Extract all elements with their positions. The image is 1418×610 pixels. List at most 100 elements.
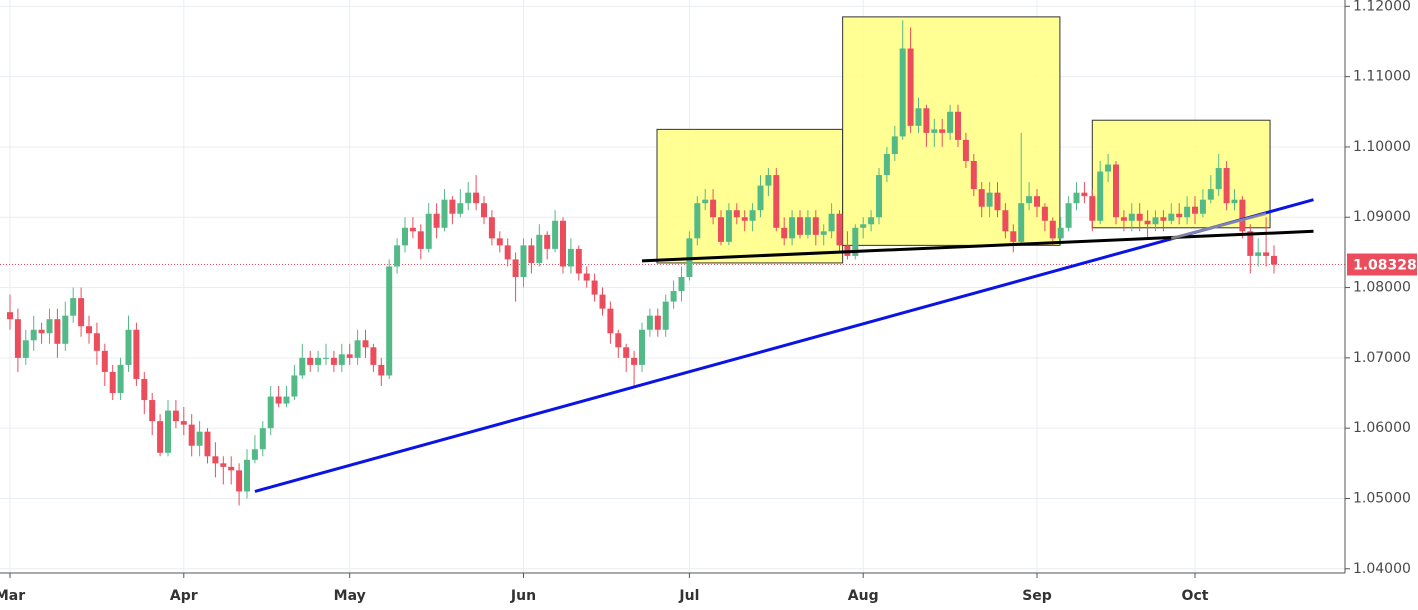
candle-body [615,333,622,348]
candle-body [425,213,432,249]
candle-body [876,175,882,218]
candle-body [1144,220,1151,225]
candle-body [1073,192,1080,204]
candle-body [623,347,630,358]
candle-body [1136,213,1143,221]
candle-body [733,210,740,218]
candle-body [567,248,574,267]
candle-body [346,354,353,358]
candle-body [986,192,993,207]
x-tick-label: Aug [848,588,879,604]
candle-body [773,175,780,228]
plot-area [0,16,1345,506]
x-tick-label: Mar [0,588,25,604]
candle-body [117,364,124,394]
candle-body [417,231,424,249]
highlight-box [656,128,844,264]
candle-body [30,329,37,341]
last-price-tag [1347,253,1417,276]
candle-body [678,277,685,292]
candle-body [607,308,614,334]
trend-line [1170,212,1267,240]
candle-body [583,273,590,281]
candle-body [1049,220,1056,239]
x-tick-label: Apr [170,588,198,604]
candle-body [552,220,559,249]
candle-body [330,357,337,365]
candle-body [741,217,748,221]
x-tick-label: May [334,588,366,604]
x-tick-label: Sep [1022,588,1052,604]
candle-body [204,431,211,457]
candle-body [820,231,827,235]
candle-body [409,227,416,232]
candle-body [14,319,21,358]
candle-body [789,217,796,239]
candle-body [1089,196,1096,221]
candle-body [1065,203,1072,228]
y-tick-label: 1.06000 [1353,420,1411,436]
y-tick-label: 1.09000 [1353,209,1411,225]
candle-body [244,459,250,492]
candle-body [149,400,156,422]
candle-body [1120,217,1127,221]
candle-body [457,203,464,214]
candle-body [639,329,645,365]
candle-body [512,259,519,278]
candle-body [62,315,69,344]
candle-body [7,312,13,320]
candle-body [1081,192,1088,197]
candle-body [449,199,456,214]
candle-body [141,378,148,401]
candle-body [749,210,756,221]
candle-body [315,357,322,365]
candle-body [646,315,653,330]
candle-body [354,340,361,358]
candle-body [46,319,53,334]
candle-body [599,294,606,309]
candle-body [1231,199,1238,204]
candle-body [1097,171,1104,221]
candle-body [670,291,677,302]
candle-body [299,357,306,376]
candle-body [1160,217,1167,221]
candle-body [883,153,890,176]
candle-body [283,396,290,404]
candle-body [1263,252,1270,256]
candle-body [180,421,187,425]
candle-body [804,217,811,235]
candle-body [947,111,954,133]
candle-body [1271,255,1277,265]
candle-body [970,161,977,190]
trend-line [641,229,1314,263]
candle-body [797,217,803,235]
y-tick-label: 1.05000 [1353,490,1411,506]
candle-body [1105,164,1112,172]
candle-body [868,217,875,225]
candle-body [1057,227,1064,239]
candle-body [465,192,472,204]
last-price-label: 1.08328 [1353,257,1417,273]
candle-body [694,203,701,239]
candle-body [1247,231,1254,256]
candle-body [307,357,314,365]
candle-body [196,431,203,446]
candle-body [54,319,61,344]
candle-body [1034,196,1040,207]
candle-body [228,466,235,471]
candle-body [1184,206,1191,218]
candle-body [1113,164,1119,218]
candle-body [528,245,535,263]
candle-body [323,357,329,359]
candle-body [370,347,377,365]
x-tick-label: Jun [510,588,536,604]
candle-body [1192,206,1198,214]
candle-body [915,108,922,126]
candle-body [188,424,195,446]
candle-body [70,298,77,316]
grid [0,0,1345,573]
candle-body [259,428,266,450]
y-tick-label: 1.10000 [1353,139,1411,155]
